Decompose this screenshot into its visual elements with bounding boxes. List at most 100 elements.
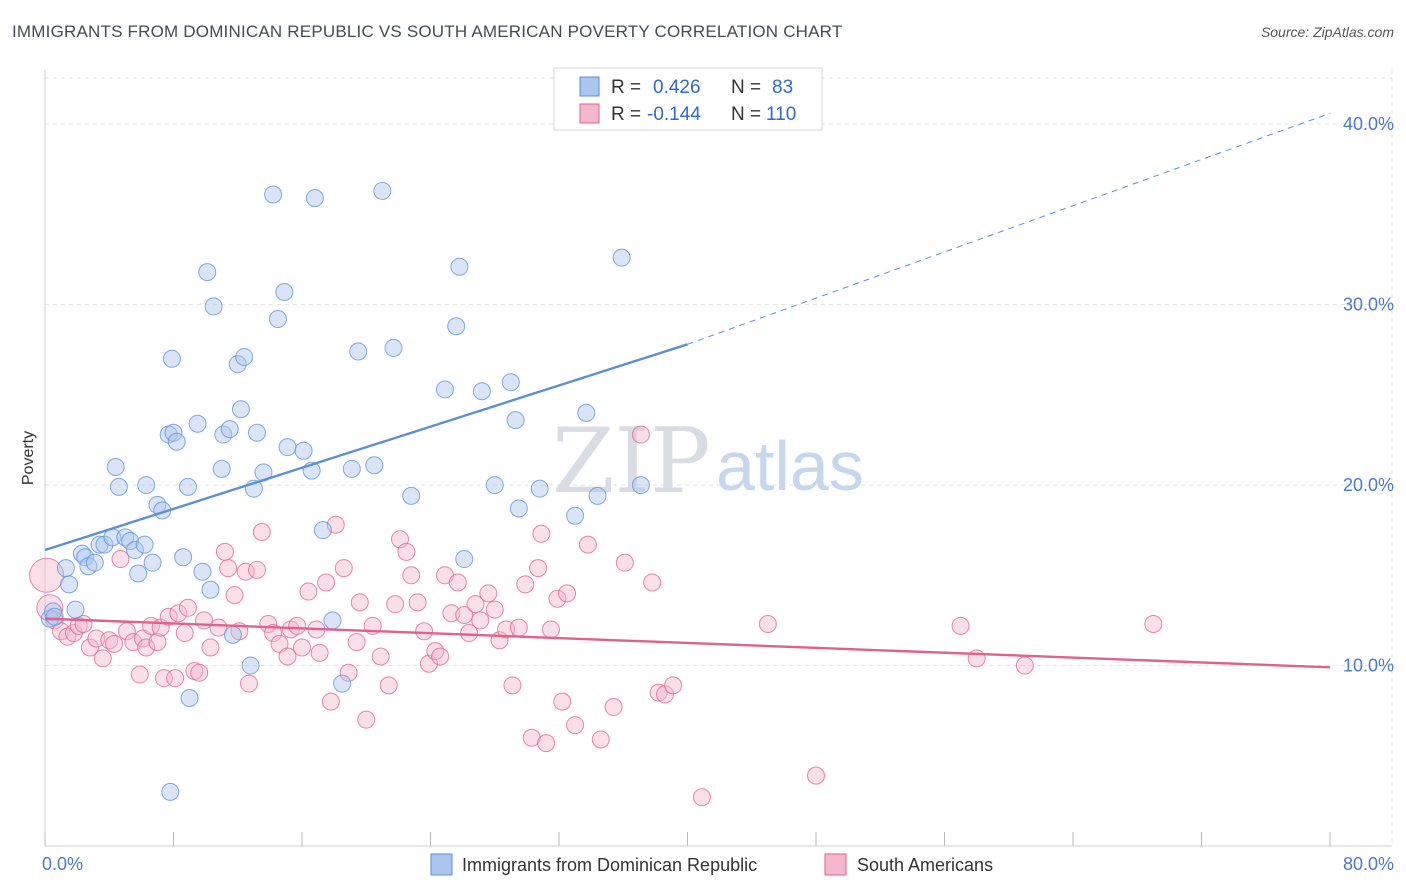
point-dominican-20 [137,476,156,495]
point-south-american-66 [408,593,427,612]
point-south-american-91 [553,692,572,711]
legend-n-value-1: 83 [772,77,793,98]
point-dominican-64 [435,380,454,399]
legend-n-value-2: 110 [766,104,796,125]
point-south-american-16 [130,665,149,684]
point-south-american-74 [455,606,474,625]
point-dominican-50 [275,282,294,301]
point-south-american-70 [431,647,450,666]
point-south-american-37 [236,562,255,581]
point-south-american-23 [159,607,178,626]
point-south-american-11 [100,631,119,650]
watermark-zip: ZIP [552,409,711,514]
bottom-legend: Immigrants from Dominican Republic South… [430,853,993,876]
legend-swatch-pink [579,103,600,124]
point-dominican-16 [121,532,140,551]
point-south-american-25 [169,604,188,623]
x-tick-label-end: 80.0% [1343,854,1394,874]
point-south-american-92 [558,584,577,603]
point-south-american-54 [334,559,353,578]
point-dominican-69 [485,476,504,495]
series-dominican-republic [40,181,650,801]
point-south-american-32 [209,618,228,637]
point-south-american-26 [175,624,194,643]
point-dominican-44 [241,656,260,675]
point-south-american-73 [448,573,467,592]
point-dominican-59 [349,342,368,361]
point-south-american-90 [548,589,567,608]
point-south-american-94 [578,535,597,554]
point-south-american-84 [516,575,535,594]
point-south-american-106 [951,616,970,635]
point-dominican-62 [384,338,403,357]
point-south-american-20 [148,633,167,652]
tick-labels: 10.0% 20.0% 30.0% 40.0% 0.0% 80.0% [42,114,1394,874]
point-south-american-100 [649,683,668,702]
point-dominican-78 [631,476,650,495]
point-south-american-82 [503,676,522,695]
point-south-american-57 [350,593,369,612]
point-dominican-14 [109,477,128,496]
point-dominican-34 [198,263,217,282]
point-south-american-51 [317,573,336,592]
point-dominican-52 [294,441,313,460]
point-dominican-70 [501,373,520,392]
point-south-american-33 [215,542,234,561]
point-dominican-35 [201,580,220,599]
point-south-american-43 [270,634,289,653]
legend-r-value-2: -0.144 [647,104,701,125]
point-south-american-24 [166,669,185,688]
grid-lines [45,70,1393,846]
point-south-american-107 [967,649,986,668]
point-south-american-60 [371,647,390,666]
point-dominican-63 [402,486,421,505]
point-south-american-96 [604,698,623,717]
y-axis-label: Poverty [20,431,37,485]
point-dominican-72 [509,499,528,518]
point-south-american-89 [541,620,560,639]
y-tick-label-3: 40.0% [1343,114,1394,134]
point-dominican-74 [566,506,585,525]
legend-n-label-2: N = [731,104,761,125]
point-south-american-109 [1144,615,1163,634]
legend-r-value-1: 0.426 [653,77,701,98]
point-south-american-8 [80,638,99,657]
point-dominican-73 [530,479,549,498]
point-dominican-68 [472,382,491,401]
point-dominican-33 [193,562,212,581]
x-tick-label-start: 0.0% [42,854,83,874]
point-south-american-55 [339,663,358,682]
point-south-american-67 [415,622,434,641]
point-dominican-13 [106,458,125,477]
point-dominican-41 [228,355,247,374]
y-tick-label-1: 20.0% [1343,475,1394,495]
point-dominican-9 [85,553,104,572]
point-south-american-62 [386,595,405,614]
point-south-american-29 [190,663,209,682]
point-dominican-58 [342,459,361,478]
point-south-american-46 [288,616,307,635]
point-south-american-52 [321,692,340,711]
point-dominican-17 [125,541,144,560]
source-label: Source: ZipAtlas.com [1260,24,1394,40]
axes [44,70,1392,847]
point-south-american-47 [293,638,311,657]
point-dominican-28 [167,432,186,451]
legend-r-label-1: R = [611,77,641,98]
point-dominican-25 [161,782,180,801]
legend-n-label-1: N = [731,77,761,98]
chart-title: IMMIGRANTS FROM DOMINICAN REPUBLIC VS SO… [12,22,843,41]
point-south-american-34 [219,559,238,578]
point-south-american-48 [299,582,318,601]
point-dominican-31 [180,689,199,708]
point-dominican-30 [178,477,197,496]
point-dominican-39 [220,420,239,439]
point-south-american-27 [178,598,197,617]
point-south-american-69 [426,642,445,661]
point-south-american-12 [105,634,124,653]
point-south-american-87 [532,524,551,543]
point-dominican-43 [235,347,254,366]
point-south-american-103 [692,788,711,807]
point-south-american-97 [615,553,634,572]
